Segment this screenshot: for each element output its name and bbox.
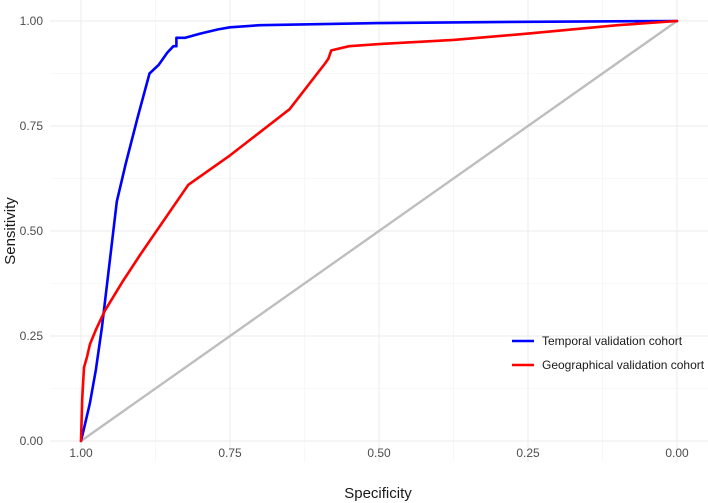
y-tick-label: 0.00 bbox=[20, 434, 44, 448]
reference-diagonal bbox=[80, 20, 678, 442]
x-tick-label: 0.25 bbox=[516, 446, 540, 460]
x-axis-title: Specificity bbox=[344, 485, 412, 502]
grid bbox=[50, 0, 708, 462]
legend-label-2: Geographical validation cohort bbox=[542, 358, 705, 372]
x-tick-label: 0.50 bbox=[367, 446, 391, 460]
y-axis-ticks: 0.00 0.25 0.50 0.75 1.00 bbox=[20, 14, 44, 448]
y-axis-title: Sensitivity bbox=[2, 197, 19, 265]
x-tick-label: 1.00 bbox=[69, 446, 93, 460]
legend: Temporal validation cohort Geographical v… bbox=[512, 334, 705, 372]
y-tick-label: 0.25 bbox=[20, 329, 44, 343]
series-lines bbox=[79, 19, 679, 443]
legend-label-1: Temporal validation cohort bbox=[542, 334, 683, 348]
x-tick-label: 0.75 bbox=[218, 446, 242, 460]
x-tick-label: 0.00 bbox=[665, 446, 689, 460]
series-line-1 bbox=[79, 19, 679, 443]
y-tick-label: 1.00 bbox=[20, 14, 44, 28]
y-tick-label: 0.75 bbox=[20, 119, 44, 133]
reference-line bbox=[80, 20, 678, 442]
x-axis-ticks: 1.00 0.75 0.50 0.25 0.00 bbox=[69, 446, 689, 460]
series-line-2 bbox=[79, 19, 679, 443]
y-tick-label: 0.50 bbox=[20, 224, 44, 238]
